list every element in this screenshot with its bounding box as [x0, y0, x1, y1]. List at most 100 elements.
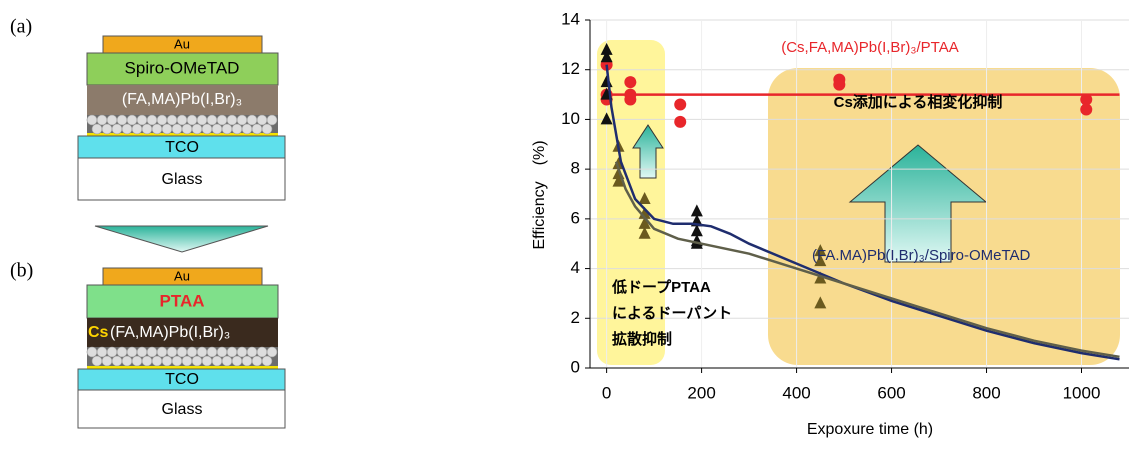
- point: [814, 254, 827, 267]
- annotation: 拡散抑制: [612, 330, 672, 348]
- layer-label: (FA,MA)Pb(I,Br)₃: [122, 91, 242, 108]
- particle: [191, 355, 203, 367]
- particle: [226, 346, 238, 358]
- point: [638, 191, 651, 204]
- particle: [156, 346, 168, 358]
- particle: [261, 355, 273, 367]
- particle: [86, 346, 98, 358]
- line: [614, 161, 1120, 359]
- particle: [246, 114, 258, 126]
- particle: [151, 123, 163, 135]
- layer: [77, 157, 286, 201]
- particle: [86, 114, 98, 126]
- particle: [121, 123, 133, 135]
- point: [674, 98, 687, 111]
- particle: [196, 346, 208, 358]
- point: [638, 216, 651, 229]
- particle: [201, 123, 213, 135]
- particle: [121, 355, 133, 367]
- particle: [206, 114, 218, 126]
- particle: [101, 123, 113, 135]
- point: [612, 174, 625, 187]
- annotation: によるドーパント: [612, 305, 732, 322]
- particle: [186, 114, 198, 126]
- arrow: [632, 124, 664, 179]
- particle: [256, 346, 268, 358]
- layer-label: PTAA: [159, 291, 204, 310]
- layer: [87, 133, 278, 136]
- particle: [216, 346, 228, 358]
- x-tick-label: 0: [602, 383, 611, 402]
- panel-label: (a): [10, 16, 32, 38]
- particle: [201, 355, 213, 367]
- layer: [86, 52, 279, 86]
- particle: [111, 355, 123, 367]
- particle: [111, 123, 123, 135]
- layer-label: Cs: [88, 324, 109, 341]
- arrow: [848, 144, 988, 263]
- annotation: Cs添加による相変化抑制: [834, 93, 1003, 111]
- panel-label: (b): [10, 260, 33, 282]
- plot: 0 2 4 6 8 10 12 14 0 200 400 600 800 1000: [561, 9, 1129, 402]
- particle: [106, 114, 118, 126]
- layer: [87, 85, 278, 115]
- layer-label: TCO: [165, 371, 199, 388]
- particle: [236, 114, 248, 126]
- particle: [101, 355, 113, 367]
- point: [624, 93, 637, 106]
- line: [605, 64, 1120, 361]
- particle: [161, 355, 173, 367]
- particle: [91, 355, 103, 367]
- particle: [231, 355, 243, 367]
- layer-label: (FA,MA)Pb(I,Br)₃: [110, 324, 230, 341]
- particle: [181, 123, 193, 135]
- particle: [131, 123, 143, 135]
- layer: [87, 366, 278, 369]
- particle: [116, 114, 128, 126]
- point: [624, 76, 637, 89]
- x-tick-label: 200: [687, 383, 715, 402]
- point: [690, 224, 703, 237]
- particle: [96, 114, 108, 126]
- particle: [176, 346, 188, 358]
- particle: [91, 123, 103, 135]
- y-tick-label: 6: [571, 208, 580, 227]
- particle: [166, 114, 178, 126]
- particle: [191, 123, 203, 135]
- particle: [221, 355, 233, 367]
- particle: [251, 355, 263, 367]
- particle: [251, 123, 263, 135]
- point: [833, 78, 846, 91]
- particle: [141, 355, 153, 367]
- particle: [146, 114, 158, 126]
- annotation: 低ドープPTAA: [611, 278, 711, 296]
- x-axis-label: Expoxure time (h): [807, 421, 933, 438]
- particle: [171, 123, 183, 135]
- particle: [171, 355, 183, 367]
- particle: [231, 123, 243, 135]
- particle: [166, 346, 178, 358]
- arrow: [94, 225, 269, 253]
- x-tick-label: 1000: [1063, 383, 1101, 402]
- y-tick-label: 10: [561, 109, 580, 128]
- particle: [196, 114, 208, 126]
- particle: [126, 114, 138, 126]
- particle: [221, 123, 233, 135]
- particle: [156, 114, 168, 126]
- point: [600, 112, 613, 125]
- particle: [266, 114, 278, 126]
- point: [1080, 93, 1093, 106]
- point: [600, 42, 613, 55]
- particle: [226, 114, 238, 126]
- series-label: (FA.MA)Pb(I,Br)₃/Spiro-OMeTAD: [812, 247, 1031, 264]
- device-diagrams: (a) Au Spiro-OMeTAD (FA,MA)Pb(I,Br)₃ TCO…: [10, 16, 286, 429]
- particle: [206, 346, 218, 358]
- x-tick-label: 800: [972, 383, 1000, 402]
- point: [600, 50, 613, 63]
- x-tick-label: 600: [877, 383, 905, 402]
- particle: [256, 114, 268, 126]
- point: [814, 296, 827, 309]
- y-tick-label: 2: [571, 308, 580, 327]
- particle: [136, 346, 148, 358]
